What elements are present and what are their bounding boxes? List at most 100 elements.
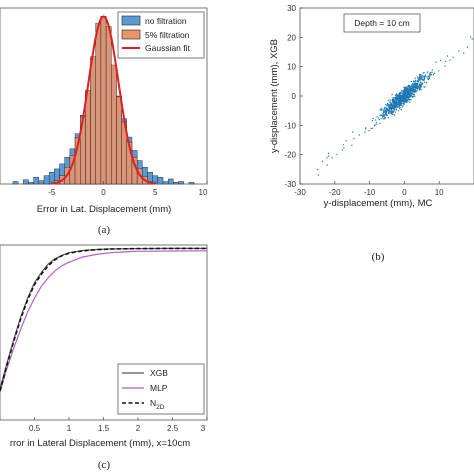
x-tick-label: 10 <box>199 188 208 197</box>
scatter-point <box>383 109 385 111</box>
scatter-point <box>394 101 397 103</box>
scatter-point <box>400 98 402 100</box>
scatter-point <box>395 103 397 105</box>
scatter-point <box>410 95 412 97</box>
scatter-point <box>404 87 406 89</box>
scatter-point <box>400 100 402 102</box>
scatter-point <box>387 109 389 111</box>
scatter-point <box>423 79 425 81</box>
scatter-point <box>408 91 410 93</box>
scatter-point <box>385 110 387 112</box>
scatter-point <box>380 114 382 116</box>
scatter-point <box>466 46 468 48</box>
scatter-point <box>403 95 405 97</box>
scatter-point <box>389 106 391 108</box>
scatter-point <box>403 97 405 99</box>
scatter-point <box>419 75 421 77</box>
scatter-point <box>405 101 407 103</box>
scatter-point <box>423 77 425 79</box>
scatter-point <box>394 100 396 102</box>
scatter-point <box>385 113 388 115</box>
scatter-point <box>397 104 399 106</box>
scatter-point <box>406 94 408 97</box>
scatter-point <box>407 88 409 90</box>
scatter-point <box>407 95 409 98</box>
scatter-point <box>449 59 451 61</box>
scatter-point <box>406 94 409 97</box>
scatter-point <box>445 60 447 62</box>
x-tick-label: 1 <box>67 424 72 433</box>
scatter-point <box>413 91 416 93</box>
scatter-point <box>382 112 384 115</box>
scatter-point <box>414 95 416 97</box>
scatter-point <box>387 110 389 112</box>
scatter-point <box>416 87 418 89</box>
scatter-point <box>405 96 408 98</box>
scatter-point <box>327 152 330 155</box>
scatter-point <box>326 157 328 159</box>
scatter-point <box>397 98 399 100</box>
scatter-point <box>395 108 397 110</box>
scatter-point <box>429 72 432 74</box>
x-tick-label: -5 <box>48 188 56 197</box>
scatter-point <box>386 114 388 116</box>
scatter-point <box>382 118 384 120</box>
scatter-point <box>421 76 423 79</box>
scatter-point <box>409 94 411 96</box>
scatter-point <box>400 93 402 95</box>
scatter-point <box>413 86 415 88</box>
scatter-point <box>390 104 392 107</box>
scatter-point <box>385 112 387 114</box>
scatter-point <box>414 87 416 89</box>
legend-label-mlp: MLP <box>150 383 168 393</box>
scatter-point <box>427 71 429 73</box>
scatter-point <box>405 95 407 97</box>
scatter-point <box>398 97 400 99</box>
scatter-point <box>395 96 397 98</box>
scatter-point <box>406 91 409 93</box>
scatter-point <box>396 105 398 108</box>
scatter-point <box>426 72 428 74</box>
scatter-point <box>391 104 393 106</box>
scatter-point <box>423 75 426 77</box>
scatter-point <box>406 87 408 89</box>
scatter-point <box>401 106 403 108</box>
scatter-point <box>400 94 402 97</box>
scatter-point <box>410 85 412 88</box>
scatter-point <box>401 102 403 104</box>
scatter-point <box>393 110 395 112</box>
scatter-point <box>395 106 397 108</box>
scatter-point <box>395 104 397 106</box>
scatter-point <box>412 82 414 85</box>
scatter-point <box>396 95 398 98</box>
scatter-point <box>399 91 401 93</box>
scatter-axes-box <box>299 7 474 185</box>
scatter-point <box>417 81 419 83</box>
scatter-point <box>430 73 432 76</box>
scatter-point <box>403 91 405 94</box>
bar-no-filtration <box>188 182 195 185</box>
legend-label-xgb: XGB <box>150 368 168 378</box>
scatter-point <box>420 85 422 87</box>
scatter-point <box>384 109 386 111</box>
x-tick-label: 3 <box>201 424 206 433</box>
scatter-point <box>438 70 440 72</box>
scatter-point <box>422 75 424 77</box>
scatter-point <box>399 92 401 94</box>
scatter-point <box>406 93 408 95</box>
scatter-point <box>421 83 423 85</box>
scatter-point <box>399 97 401 99</box>
scatter-point <box>424 76 427 78</box>
x-tick-label: 2.5 <box>167 424 179 433</box>
y-tick-label: 0 <box>292 92 297 101</box>
scatter-point <box>419 78 421 80</box>
scatter-point <box>402 102 405 104</box>
scatter-point <box>406 101 408 103</box>
depth-annotation-box <box>343 13 421 33</box>
scatter-point <box>419 86 421 88</box>
scatter-point <box>414 83 416 85</box>
scatter-point <box>393 103 396 105</box>
scatter-point <box>416 83 419 85</box>
scatter-point <box>371 120 373 122</box>
scatter-point <box>393 106 396 109</box>
